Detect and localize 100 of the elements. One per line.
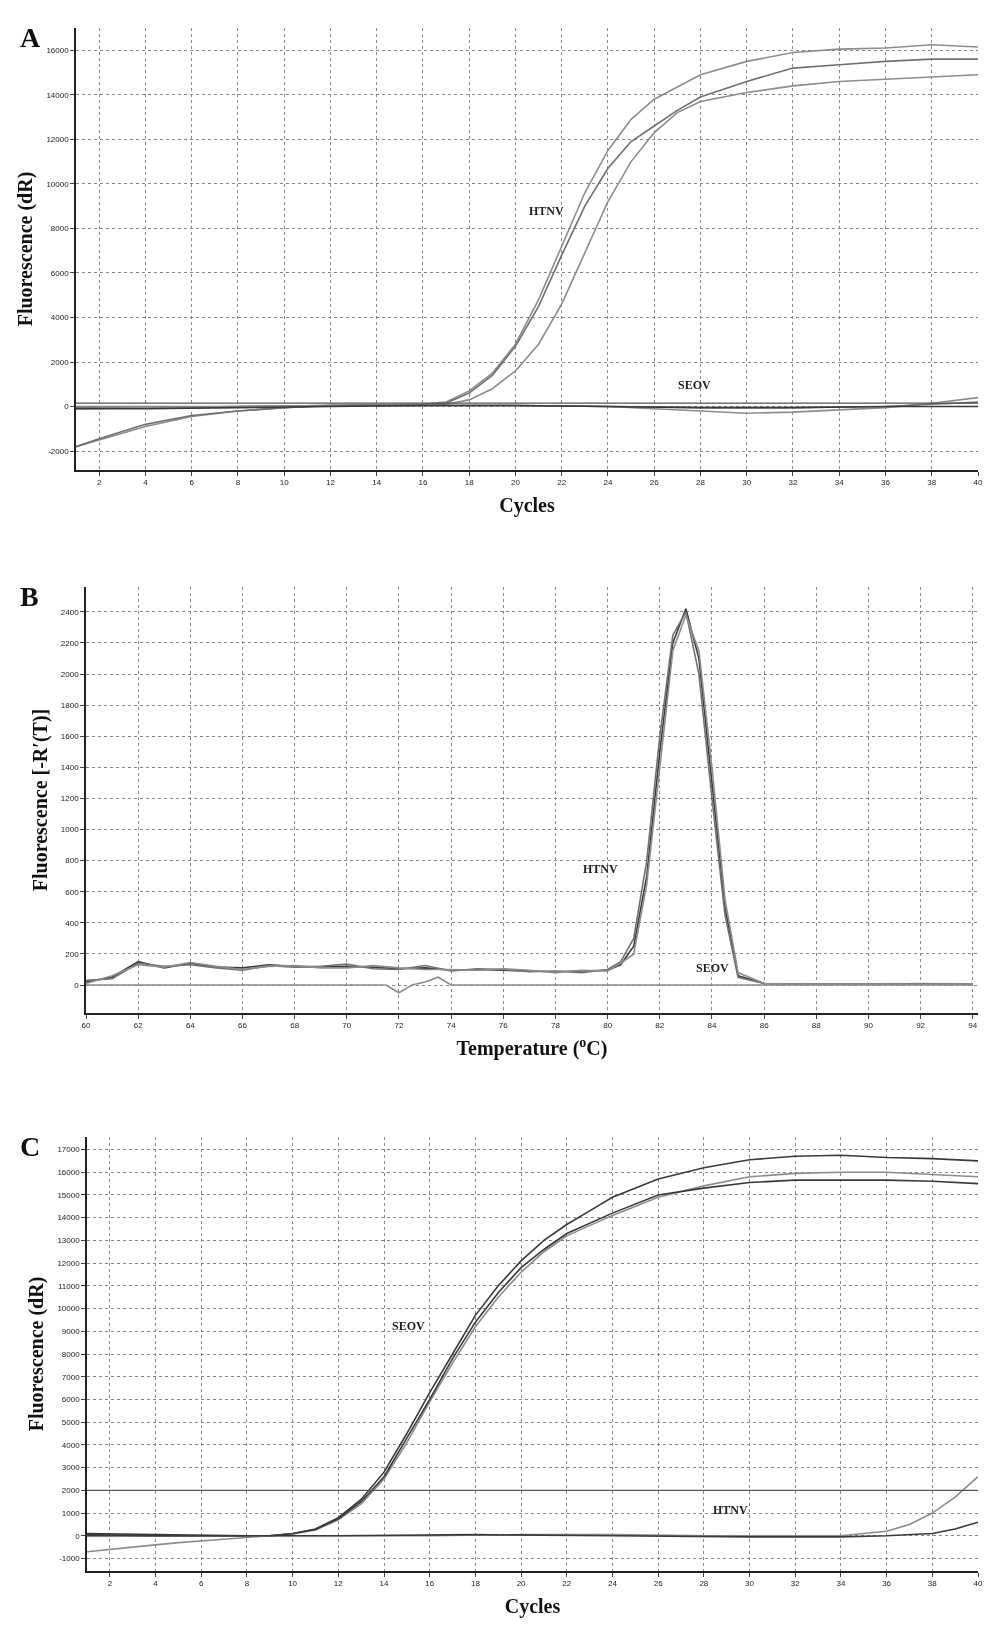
x-tick-label: 24 (603, 478, 613, 488)
x-tick-label: 24 (608, 1579, 618, 1589)
y-tick-label: 17000 (57, 1145, 81, 1155)
annotation: SEOV (678, 378, 712, 392)
x-tick-label: 60 (81, 1021, 91, 1031)
x-tick-label: 20 (510, 478, 521, 488)
x-tick-label: 8 (244, 1579, 250, 1589)
annotation: HTNV (713, 1503, 748, 1517)
x-tick-label: 74 (446, 1021, 457, 1031)
x-tick-label: 88 (811, 1021, 822, 1031)
x-axis-title: Cycles (499, 494, 555, 518)
x-tick-label: 32 (788, 478, 798, 488)
x-tick-label: 20 (516, 1579, 527, 1589)
y-tick-label: 9000 (61, 1327, 81, 1337)
y-tick-label: 1800 (60, 700, 80, 710)
y-tick-label: 400 (65, 918, 80, 928)
x-tick-label: 72 (394, 1021, 404, 1031)
x-tick-label: 94 (968, 1021, 978, 1031)
x-tick-label: 4 (153, 1579, 159, 1589)
chart-title: A (20, 22, 41, 53)
x-tick-label: 82 (655, 1021, 665, 1031)
y-tick-label: 2000 (61, 1486, 81, 1496)
x-tick-label: 28 (699, 1579, 709, 1589)
y-tick-label: 0 (74, 980, 80, 990)
y-tick-label: 16000 (57, 1168, 81, 1178)
x-tick-label: 28 (696, 478, 706, 488)
x-tick-label: 22 (562, 1579, 572, 1589)
x-tick-label: 30 (745, 1579, 755, 1589)
x-tick-label: 64 (185, 1021, 196, 1031)
x-tick-label: 14 (379, 1579, 389, 1589)
y-tick-label: 4000 (50, 313, 70, 323)
y-tick-label: 200 (65, 949, 80, 959)
y-tick-label: 0 (64, 402, 70, 412)
x-tick-label: 66 (238, 1021, 248, 1031)
y-tick-label: 2000 (60, 669, 80, 679)
y-tick-label: 12000 (46, 135, 70, 145)
x-axis-title: Temperature ($^{o}$C) (456, 1034, 608, 1061)
x-tick-label: 18 (470, 1579, 481, 1589)
x-tick-label: 26 (653, 1579, 664, 1589)
x-tick-label: 90 (864, 1021, 874, 1031)
y-tick-label: 1200 (60, 794, 80, 804)
y-tick-label: 14000 (57, 1213, 81, 1223)
y-tick-label: -1000 (59, 1554, 81, 1564)
x-tick-label: 38 (927, 1579, 938, 1589)
annotation: HTNV (529, 204, 564, 218)
x-tick-label: 14 (372, 478, 382, 488)
x-tick-label: 34 (836, 1579, 846, 1589)
y-tick-label: 1600 (60, 732, 80, 742)
x-tick-label: 36 (882, 1579, 892, 1589)
y-tick-label: 2400 (60, 607, 80, 617)
x-tick-label: 10 (279, 478, 290, 488)
y-tick-label: 5000 (61, 1417, 81, 1427)
x-tick-label: 70 (342, 1021, 352, 1031)
x-tick-label: 84 (707, 1021, 717, 1031)
annotation: SEOV (392, 1319, 426, 1333)
x-tick-label: 30 (742, 478, 752, 488)
y-tick-label: 800 (65, 856, 80, 866)
annotation: HTNV (583, 862, 618, 876)
y-tick-label: 2000 (50, 357, 70, 367)
x-tick-label: 26 (649, 478, 660, 488)
y-tick-label: 1000 (60, 825, 80, 835)
y-tick-label: 10000 (57, 1304, 81, 1314)
y-tick-label: 3000 (61, 1463, 81, 1473)
x-tick-label: 36 (881, 478, 891, 488)
y-tick-label: 4000 (61, 1440, 81, 1450)
y-tick-label: 6000 (50, 268, 70, 278)
x-tick-label: 18 (464, 478, 475, 488)
y-tick-label: 6000 (61, 1395, 81, 1405)
x-tick-label: 40 (973, 1579, 983, 1589)
y-axis-title: Fluorescence (dR) (14, 171, 38, 327)
x-tick-label: 6 (189, 478, 195, 488)
x-tick-label: 16 (418, 478, 428, 488)
x-tick-label: 80 (603, 1021, 613, 1031)
x-tick-label: 92 (916, 1021, 926, 1031)
y-tick-label: 15000 (57, 1190, 81, 1200)
x-tick-label: 2 (96, 478, 102, 488)
chart-title: B (20, 581, 39, 612)
x-tick-label: 86 (759, 1021, 770, 1031)
x-tick-label: 38 (927, 478, 937, 488)
y-tick-label: 8000 (50, 224, 70, 234)
y-axis-title: Fluorescence (dR) (25, 1276, 49, 1432)
x-tick-label: 78 (551, 1021, 561, 1031)
x-axis-title: Cycles (504, 1595, 561, 1619)
y-tick-label: 10000 (46, 179, 70, 189)
y-tick-label: 0 (75, 1531, 81, 1541)
y-tick-label: 14000 (46, 90, 70, 100)
y-tick-label: 8000 (61, 1349, 81, 1359)
x-tick-label: 6 (199, 1579, 204, 1589)
y-axis-title: Fluorescence [-R′(T)] (28, 708, 52, 892)
y-tick-label: 2200 (60, 638, 80, 648)
y-tick-label: 13000 (57, 1236, 81, 1246)
x-tick-label: 34 (834, 478, 845, 488)
x-tick-label: 32 (790, 1579, 801, 1589)
y-tick-label: 1400 (60, 763, 80, 773)
x-tick-label: 10 (288, 1579, 298, 1589)
y-tick-label: 600 (65, 887, 80, 897)
annotation: SEOV (696, 961, 730, 975)
x-tick-label: 76 (498, 1021, 509, 1031)
x-tick-label: 8 (235, 478, 241, 488)
x-tick-label: 68 (290, 1021, 300, 1031)
